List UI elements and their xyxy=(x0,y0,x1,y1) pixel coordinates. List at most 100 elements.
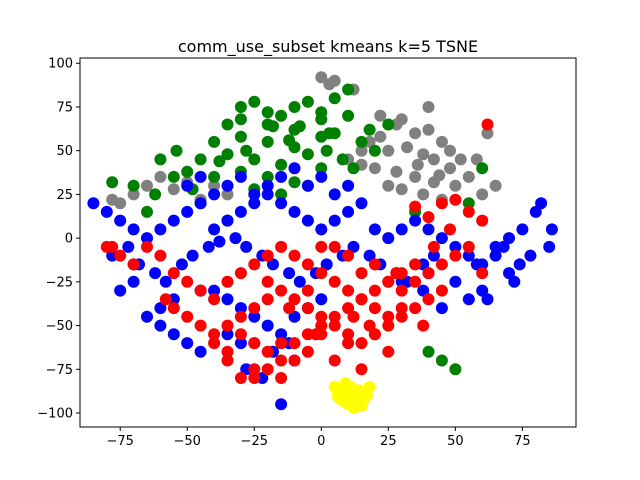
data-point xyxy=(435,302,448,315)
data-point xyxy=(470,258,483,271)
data-point xyxy=(301,258,314,271)
data-point xyxy=(248,363,261,376)
data-point xyxy=(409,275,422,288)
data-point xyxy=(347,310,360,323)
data-point xyxy=(221,148,234,161)
data-point xyxy=(288,354,301,367)
data-point xyxy=(328,310,341,323)
data-point xyxy=(336,394,349,407)
data-point xyxy=(106,240,119,253)
data-point xyxy=(267,120,279,133)
data-point xyxy=(342,284,355,297)
data-point xyxy=(315,240,328,253)
data-point xyxy=(462,170,475,183)
data-point xyxy=(355,135,368,148)
data-point xyxy=(141,232,153,245)
data-point xyxy=(435,284,448,297)
data-point xyxy=(449,275,462,288)
data-point xyxy=(315,162,328,175)
data-point xyxy=(409,258,422,271)
data-point xyxy=(154,319,167,332)
data-point xyxy=(221,275,234,288)
data-point xyxy=(221,214,234,227)
data-point xyxy=(328,240,341,253)
data-point xyxy=(395,310,408,323)
y-tick-label: −50 xyxy=(46,319,73,334)
data-point xyxy=(167,183,180,196)
data-point xyxy=(481,127,494,140)
data-point xyxy=(234,337,247,350)
data-point xyxy=(368,223,381,236)
data-point xyxy=(213,155,226,168)
data-point xyxy=(221,354,234,367)
data-point xyxy=(181,337,194,350)
data-point xyxy=(382,345,395,358)
data-point xyxy=(288,310,301,323)
data-point xyxy=(127,179,140,192)
series-1 xyxy=(106,83,489,376)
data-point xyxy=(545,223,558,236)
data-point xyxy=(355,267,368,280)
data-point xyxy=(449,240,462,253)
data-point xyxy=(342,205,355,218)
data-point xyxy=(449,193,462,206)
data-point xyxy=(167,267,180,280)
data-point xyxy=(368,162,381,175)
data-point xyxy=(462,240,475,253)
data-point xyxy=(328,214,341,227)
data-point xyxy=(535,197,548,210)
data-point xyxy=(114,249,127,262)
data-point xyxy=(476,214,489,227)
data-point xyxy=(221,328,234,341)
data-point xyxy=(288,293,301,306)
series-0 xyxy=(106,71,502,210)
data-point xyxy=(154,170,167,183)
data-point xyxy=(462,249,475,262)
data-point xyxy=(347,240,360,253)
data-point xyxy=(181,179,194,192)
data-point xyxy=(301,214,314,227)
data-point xyxy=(422,101,435,113)
data-point xyxy=(181,165,194,178)
data-point xyxy=(435,258,448,271)
data-point xyxy=(449,249,462,262)
data-point xyxy=(363,319,376,332)
data-point xyxy=(154,249,167,262)
data-point xyxy=(315,310,328,323)
data-point xyxy=(315,223,328,236)
data-point xyxy=(336,153,349,166)
data-point xyxy=(234,310,247,323)
data-point xyxy=(141,310,153,323)
data-point xyxy=(417,284,430,297)
data-point xyxy=(409,127,422,140)
y-axis: −100 −75 −50 −25 0 25 50 75 100 xyxy=(37,57,80,422)
data-point xyxy=(301,179,314,192)
data-point xyxy=(127,275,140,288)
data-point xyxy=(395,183,408,196)
data-point xyxy=(221,293,234,306)
data-point xyxy=(342,302,355,315)
data-point xyxy=(382,310,395,323)
data-point xyxy=(275,337,288,350)
data-point xyxy=(221,319,234,332)
data-point xyxy=(390,267,403,280)
data-point xyxy=(288,101,301,113)
data-point xyxy=(261,188,274,201)
data-point xyxy=(194,319,207,332)
data-point xyxy=(229,232,242,245)
data-point xyxy=(368,258,381,271)
data-point xyxy=(301,95,314,108)
data-point xyxy=(315,293,328,306)
y-tick-label: 25 xyxy=(56,188,73,203)
data-point xyxy=(315,319,328,332)
data-point xyxy=(508,275,521,288)
data-point xyxy=(167,328,180,341)
data-point xyxy=(208,293,221,306)
data-point xyxy=(409,170,422,183)
data-point xyxy=(149,267,162,280)
data-point xyxy=(221,188,234,201)
data-point xyxy=(513,258,526,271)
data-point xyxy=(427,153,440,166)
data-point xyxy=(106,176,119,189)
